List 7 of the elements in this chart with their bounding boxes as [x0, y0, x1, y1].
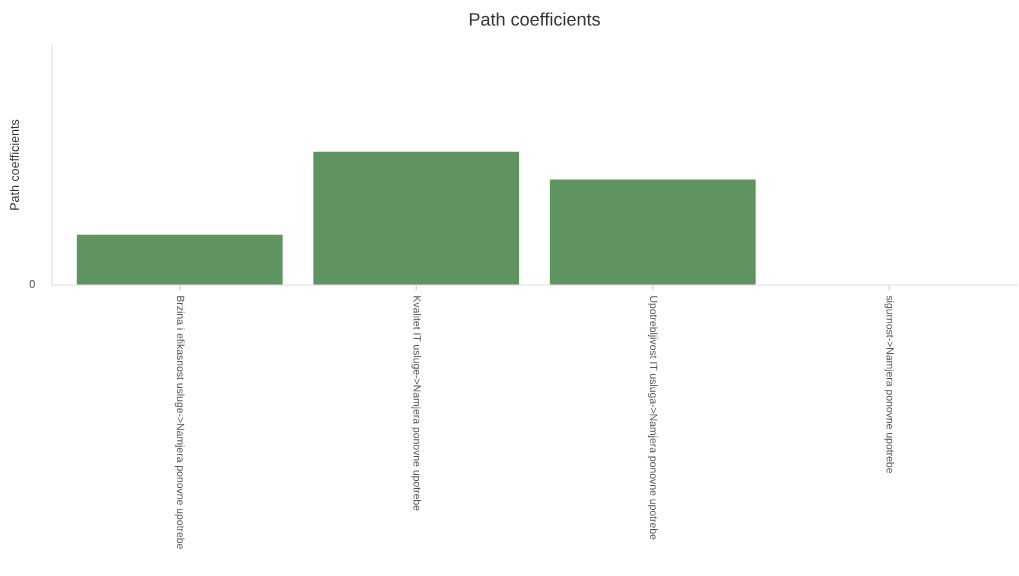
x-tick-label: Upotrebljivost IT usluga->Namjera ponovne upotrebe [647, 296, 658, 540]
x-tick-label: Kvalitet IT usluge->Namjera ponovne upotrebe [411, 296, 422, 511]
chart-title: Path coefficients [469, 12, 600, 26]
x-tick-label: sigurnost->Namjera ponovne upotrebe [884, 295, 895, 474]
x-tick-label: Brzina i efikasnost usluge->Namjera ponovne upotrebe [174, 296, 185, 549]
text: 0 [29, 280, 35, 288]
y-axis-title: Path coefficients [9, 119, 19, 210]
